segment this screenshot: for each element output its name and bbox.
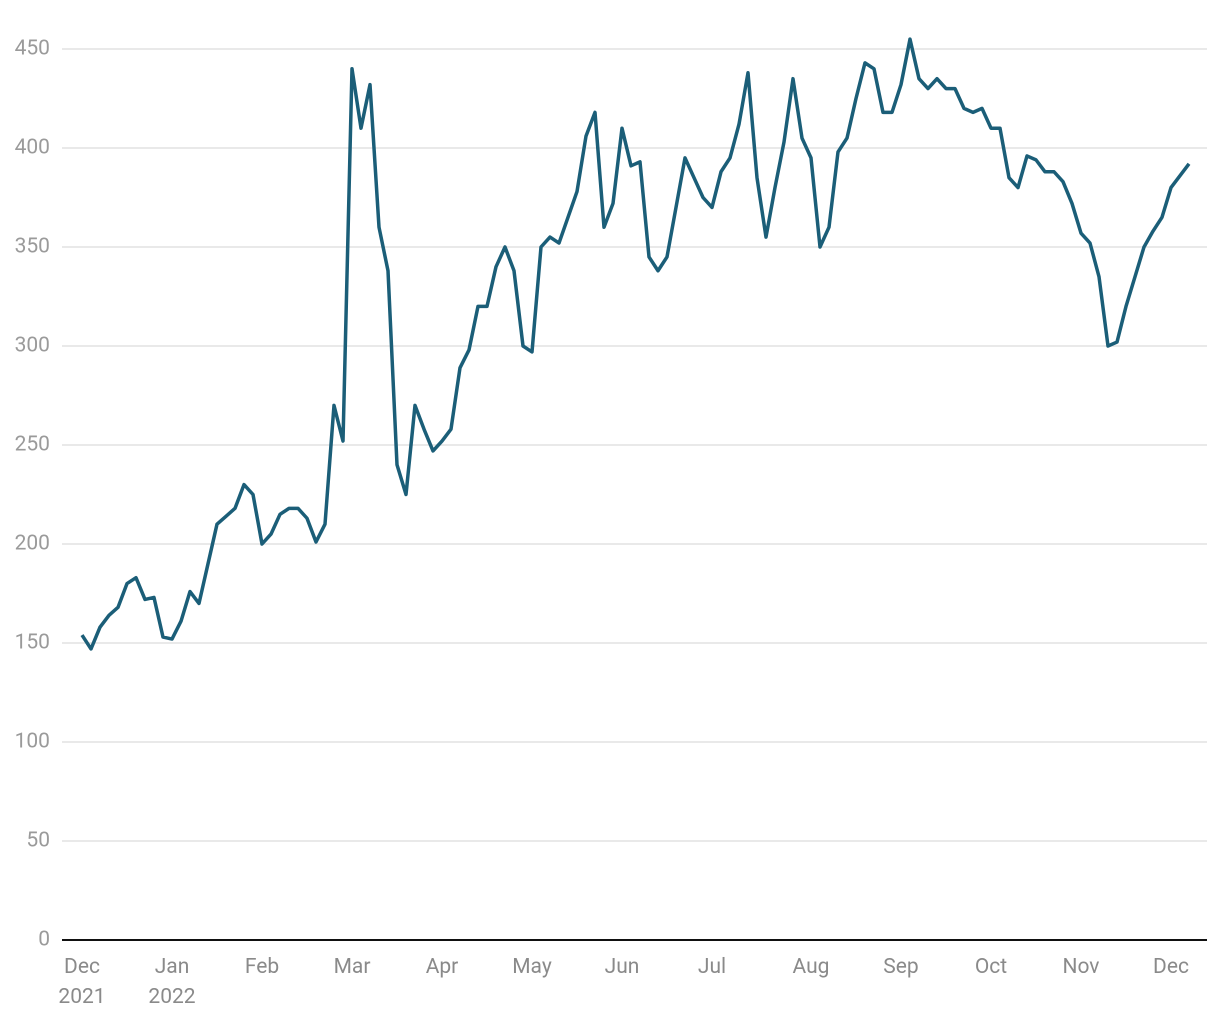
y-tick-label: 100 [15,730,50,754]
y-tick-label: 200 [15,532,50,556]
x-tick-label: Mar [333,955,371,979]
y-tick-label: 400 [15,136,50,160]
x-tick-label: Oct [974,955,1008,979]
x-tick-label: Nov [1062,955,1100,979]
x-tick-label: May [512,955,552,979]
x-tick-label: Feb [244,955,280,979]
x-tick-label: Dec 2021 [58,955,106,1009]
x-tick-label: Aug [792,955,830,979]
data-line [80,37,1191,651]
x-tick-label: Dec [1153,955,1189,979]
y-tick-label: 0 [38,928,50,952]
y-tick-label: 50 [26,829,50,853]
y-tick-label: 350 [15,235,50,259]
x-tick-label: Apr [425,955,459,979]
x-tick-label: Sep [883,955,919,979]
x-tick-label: Jun [604,955,640,979]
y-tick-label: 150 [15,631,50,655]
y-tick-label: 450 [15,37,50,61]
y-tick-label: 250 [15,433,50,457]
y-tick-label: 300 [15,334,50,358]
x-tick-label: Jan 2022 [148,955,196,1009]
x-tick-label: Jul [697,955,727,979]
